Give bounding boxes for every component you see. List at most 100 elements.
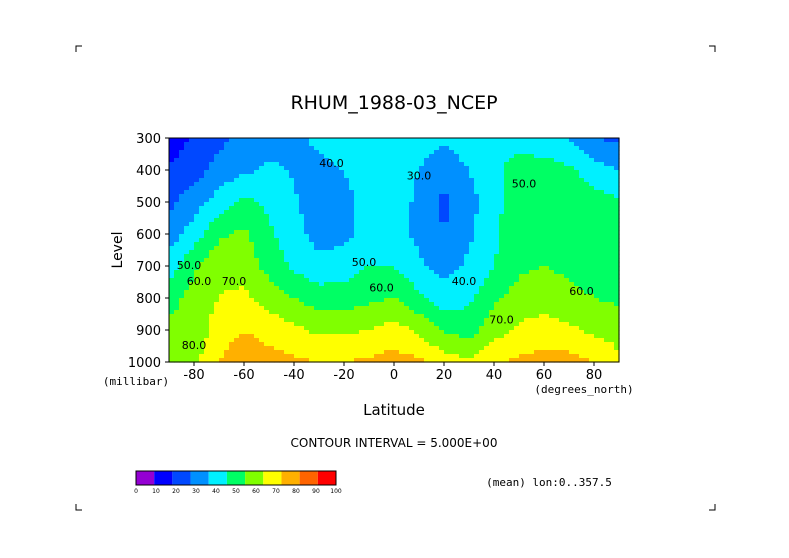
contour-cell	[474, 162, 480, 167]
contour-cell	[269, 190, 275, 195]
contour-cell	[184, 282, 190, 287]
contour-cell	[484, 146, 490, 151]
contour-cell	[334, 294, 340, 299]
contour-cell	[614, 254, 620, 259]
contour-cell	[179, 278, 185, 283]
contour-cell	[249, 318, 255, 323]
contour-cell	[294, 158, 300, 163]
contour-cell	[599, 262, 605, 267]
contour-cell	[174, 334, 180, 339]
contour-cell	[224, 286, 230, 291]
contour-cell	[354, 302, 360, 307]
contour-cell	[184, 210, 190, 215]
contour-cell	[424, 310, 430, 315]
contour-cell	[239, 338, 245, 343]
contour-cell	[269, 250, 275, 255]
contour-cell	[609, 350, 615, 355]
contour-cell	[494, 146, 500, 151]
contour-cell	[264, 210, 270, 215]
contour-cell	[494, 230, 500, 235]
contour-cell	[594, 238, 600, 243]
contour-cell	[399, 354, 405, 359]
contour-cell	[599, 314, 605, 319]
contour-cell	[359, 274, 365, 279]
contour-cell	[249, 342, 255, 347]
contour-cell	[269, 182, 275, 187]
contour-cell	[599, 298, 605, 303]
contour-cell	[444, 310, 450, 315]
contour-cell	[419, 286, 425, 291]
contour-cell	[229, 262, 235, 267]
contour-cell	[604, 330, 610, 335]
contour-cell	[319, 238, 325, 243]
contour-cell	[484, 350, 490, 355]
contour-cell	[524, 162, 530, 167]
contour-cell	[259, 158, 265, 163]
contour-cell	[364, 326, 370, 331]
contour-cell	[229, 290, 235, 295]
contour-cell	[539, 190, 545, 195]
contour-cell	[274, 278, 280, 283]
contour-cell	[389, 238, 395, 243]
contour-cell	[364, 242, 370, 247]
contour-cell	[249, 262, 255, 267]
contour-cell	[344, 198, 350, 203]
contour-cell	[424, 210, 430, 215]
contour-cell	[184, 202, 190, 207]
contour-cell	[294, 190, 300, 195]
contour-cell	[579, 314, 585, 319]
contour-cell	[314, 314, 320, 319]
contour-cell	[589, 338, 595, 343]
contour-cell	[274, 174, 280, 179]
contour-cell	[444, 294, 450, 299]
contour-cell	[539, 350, 545, 355]
contour-cell	[499, 278, 505, 283]
contour-cell	[214, 302, 220, 307]
contour-cell	[454, 278, 460, 283]
contour-cell	[184, 182, 190, 187]
contour-cell	[424, 254, 430, 259]
contour-cell	[369, 206, 375, 211]
contour-cell	[424, 278, 430, 283]
contour-cell	[334, 310, 340, 315]
contour-cell	[534, 334, 540, 339]
contour-cell	[409, 270, 415, 275]
contour-cell	[389, 222, 395, 227]
contour-cell	[259, 346, 265, 351]
contour-cell	[434, 194, 440, 199]
contour-cell	[269, 146, 275, 151]
contour-cell	[239, 138, 245, 143]
contour-cell	[439, 178, 445, 183]
contour-cell	[564, 242, 570, 247]
contour-cell	[259, 318, 265, 323]
contour-cell	[174, 158, 180, 163]
contour-cell	[379, 334, 385, 339]
contour-cell	[224, 146, 230, 151]
contour-cell	[604, 302, 610, 307]
contour-cell	[464, 222, 470, 227]
contour-cell	[294, 142, 300, 147]
contour-cell	[174, 342, 180, 347]
contour-cell	[329, 158, 335, 163]
contour-cell	[179, 174, 185, 179]
contour-cell	[264, 334, 270, 339]
contour-cell	[489, 326, 495, 331]
contour-cell	[179, 186, 185, 191]
contour-cell	[554, 218, 560, 223]
contour-cell	[369, 226, 375, 231]
contour-cell	[539, 286, 545, 291]
contour-cell	[274, 142, 280, 147]
contour-cell	[384, 274, 390, 279]
contour-cell	[379, 182, 385, 187]
contour-cell	[179, 346, 185, 351]
contour-cell	[494, 202, 500, 207]
contour-cell	[209, 154, 215, 159]
contour-cell	[464, 338, 470, 343]
contour-cell	[404, 186, 410, 191]
contour-cell	[299, 182, 305, 187]
contour-cell	[559, 242, 565, 247]
contour-cell	[219, 342, 225, 347]
contour-cell	[499, 246, 505, 251]
contour-cell	[394, 186, 400, 191]
contour-cell	[429, 210, 435, 215]
